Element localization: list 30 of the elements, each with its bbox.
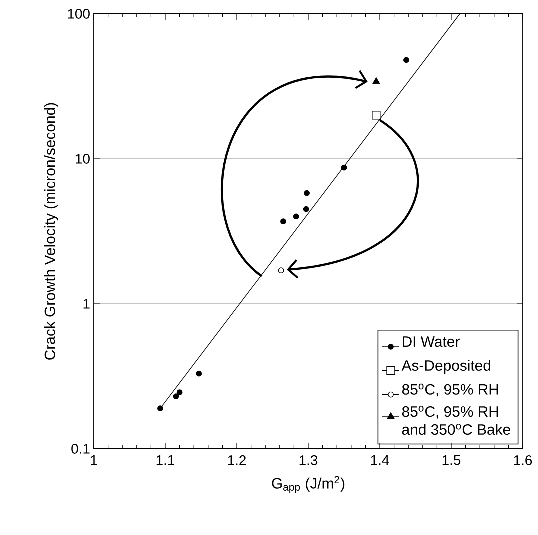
x-axis-title: G$_{app}$ (J/m$^{2}$) xyxy=(272,476,345,494)
legend-label: As-Deposited xyxy=(402,360,491,374)
y-tick-label: 10 xyxy=(76,154,90,164)
point xyxy=(158,406,164,412)
x-tick-label: 1.2 xyxy=(228,456,246,466)
point xyxy=(404,57,410,64)
legend-label: DI Water xyxy=(403,336,460,348)
x-tick-label: 1.4 xyxy=(371,456,390,466)
point xyxy=(372,78,380,84)
point xyxy=(196,370,202,377)
x-tick-label: 1.1 xyxy=(156,456,175,466)
x-tick-label: 1.6 xyxy=(514,456,532,466)
x-tick-label: 1.5 xyxy=(442,456,461,466)
x-tick-label: 1 xyxy=(91,456,98,466)
point xyxy=(372,111,381,120)
y-axis-title: Crack Growth Velocity (micron/second) xyxy=(44,103,58,360)
point xyxy=(304,190,310,196)
point xyxy=(303,206,310,212)
y-tick-label: 100 xyxy=(68,9,90,19)
x-tick-label: 1.3 xyxy=(300,456,318,466)
legend-label: 85$^{o}$C, 95% RH xyxy=(402,384,498,397)
legend-label: 85$^{o}$C, 95% RH and 350$^{o}$C Bake xyxy=(402,406,510,436)
point xyxy=(173,394,180,400)
point xyxy=(280,218,286,225)
point xyxy=(293,214,300,220)
point xyxy=(176,390,183,396)
y-tick-label: 0.1 xyxy=(72,444,90,454)
y-tick-label: 1 xyxy=(84,299,90,309)
point xyxy=(341,164,348,171)
point xyxy=(278,268,284,274)
